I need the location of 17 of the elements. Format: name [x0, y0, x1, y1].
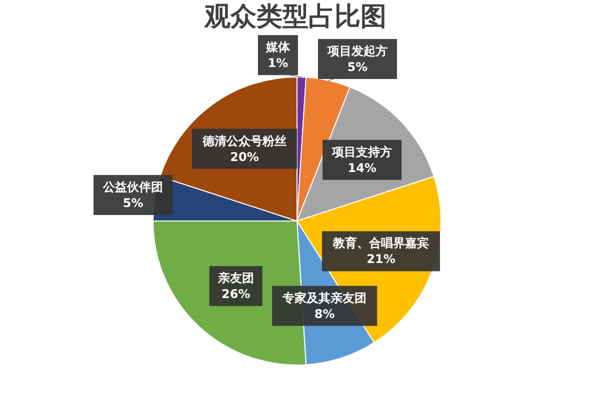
slice-label: 项目支持方 — [331, 144, 392, 159]
slice-label: 亲友团 — [216, 271, 254, 286]
data-label: 5% — [347, 60, 368, 74]
data-label: 8% — [314, 306, 335, 321]
data-label: 21% — [366, 252, 396, 266]
chart-title: 观众类型占比图 — [204, 2, 386, 32]
slice-label: 专家及其亲友团 — [282, 290, 367, 305]
data-label: 1% — [268, 56, 288, 70]
data-label: 5% — [122, 196, 144, 210]
data-label: 20% — [230, 150, 259, 164]
slice-label: 项目发起方 — [326, 44, 388, 58]
data-label: 26% — [222, 287, 250, 302]
slice-label: 德清公众号粉丝 — [202, 134, 287, 148]
slice-label: 媒体 — [264, 40, 291, 54]
slice-label: 公益伙伴团 — [102, 180, 164, 194]
data-label: 14% — [348, 160, 376, 175]
slice-label: 教育、合唱界嘉宾 — [332, 236, 429, 250]
